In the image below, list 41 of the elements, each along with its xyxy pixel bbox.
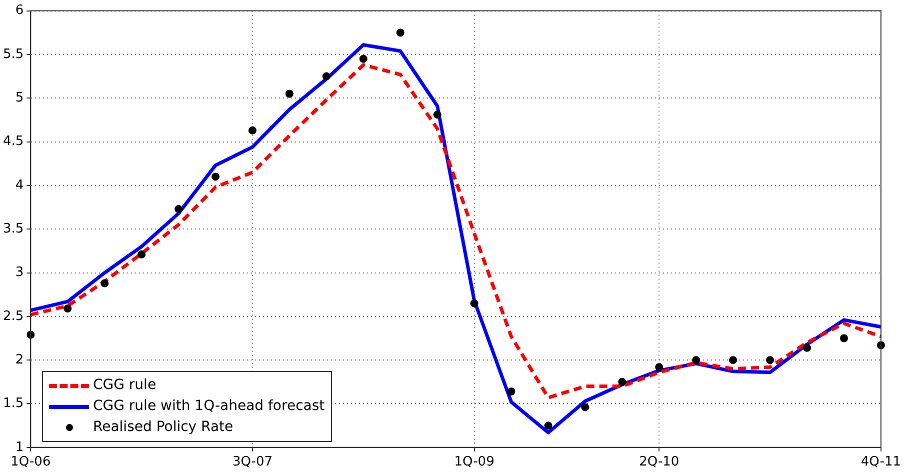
point	[174, 205, 183, 214]
point	[396, 28, 404, 37]
y-tick-label: 5	[15, 90, 24, 106]
point	[322, 72, 330, 80]
point	[618, 378, 626, 386]
legend-label: Realised Policy Rate	[93, 418, 234, 437]
point	[138, 250, 146, 258]
point	[581, 403, 590, 412]
x-tick-label: 1Q-06	[10, 454, 51, 470]
point	[470, 299, 478, 308]
x-tick-label: 2Q-10	[639, 454, 680, 470]
point	[248, 126, 256, 134]
point	[507, 388, 516, 396]
point	[64, 304, 72, 313]
point	[359, 54, 368, 63]
y-tick-label: 2.5	[2, 308, 24, 324]
point	[655, 363, 664, 372]
y-tick-label: 3.5	[2, 221, 24, 236]
legend-label: CGG rule with 1Q-ahead forecast	[93, 397, 325, 416]
point	[212, 172, 220, 181]
point	[100, 279, 109, 288]
y-tick-label: 3	[15, 265, 24, 280]
x-tick-label: 3Q-07	[232, 454, 273, 470]
y-tick-label: 6	[15, 3, 24, 18]
y-tick-label: 5.5	[2, 46, 24, 62]
y-tick-label: 2	[15, 352, 24, 368]
legend-label: CGG rule	[93, 376, 156, 395]
x-tick-label: 4Q-11	[860, 454, 902, 470]
y-tick-label: 4.5	[2, 134, 24, 150]
point	[729, 356, 738, 364]
point	[285, 90, 294, 98]
y-tick-label: 4	[15, 178, 24, 193]
point	[692, 356, 700, 364]
y-tick-label: 1	[15, 440, 24, 455]
point	[840, 334, 848, 342]
point	[803, 344, 812, 352]
y-tick-label: 1.5	[2, 396, 24, 412]
x-tick-label: 1Q-09	[454, 454, 494, 470]
point	[544, 422, 552, 430]
point	[433, 110, 442, 119]
point	[766, 356, 774, 364]
